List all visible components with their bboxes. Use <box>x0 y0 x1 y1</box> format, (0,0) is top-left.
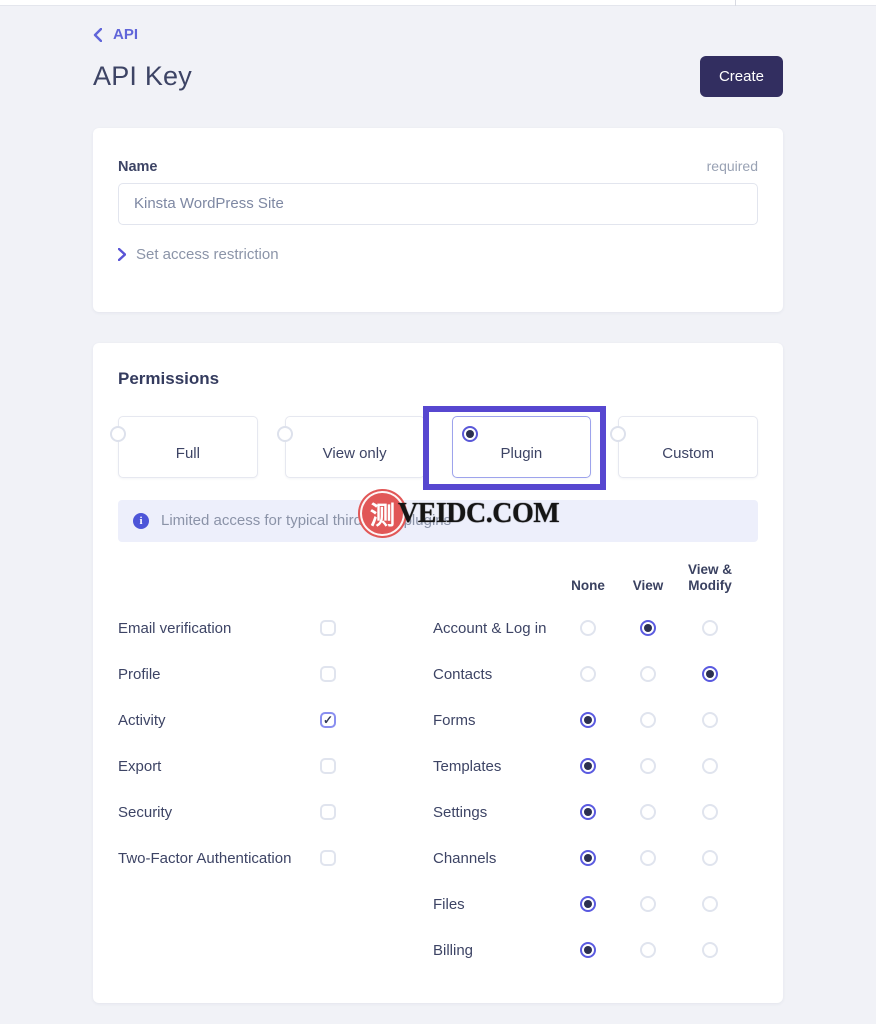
info-banner: i Limited access for typical third party… <box>118 499 758 542</box>
checkbox-icon[interactable] <box>320 666 336 683</box>
back-link-api[interactable]: API <box>93 26 138 43</box>
page-title: API Key <box>93 60 192 91</box>
permission-option-label: Custom <box>662 444 714 462</box>
radio-icon[interactable] <box>580 758 596 775</box>
chevron-left-icon <box>93 27 102 42</box>
checkbox-row-label: Export <box>118 757 162 775</box>
required-badge: required <box>706 157 758 174</box>
chevron-right-icon <box>118 247 126 261</box>
radio-icon[interactable] <box>702 758 718 775</box>
radio-row-label: Forms <box>433 711 476 729</box>
permission-option-label: View only <box>322 444 387 462</box>
set-access-restriction-toggle[interactable]: Set access restriction <box>118 246 758 263</box>
radio-icon[interactable] <box>580 850 596 867</box>
table-row: Security Settings <box>118 789 758 835</box>
radio-icon[interactable] <box>702 620 718 637</box>
permission-option-view-only[interactable]: View only <box>276 415 425 478</box>
radio-icon[interactable] <box>702 666 718 683</box>
permission-options: Full View only Plugin Custom <box>110 405 758 490</box>
table-row: Email verification Account & Log in <box>118 605 758 651</box>
name-card: Name required Set access restriction <box>93 127 783 312</box>
radio-icon[interactable] <box>702 712 718 729</box>
radio-icon[interactable] <box>640 942 656 959</box>
name-input[interactable] <box>118 182 758 225</box>
radio-icon[interactable] <box>580 896 596 913</box>
radio-row-label: Channels <box>433 849 497 867</box>
checkbox-icon[interactable] <box>320 804 336 821</box>
set-access-restriction-label: Set access restriction <box>136 245 279 263</box>
radio-icon[interactable] <box>702 850 718 867</box>
radio-row-label: Contacts <box>433 665 493 683</box>
radio-icon[interactable] <box>702 896 718 913</box>
top-bar-divider <box>735 0 736 6</box>
radio-icon[interactable] <box>702 942 718 959</box>
radio-icon[interactable] <box>640 804 656 821</box>
radio-icon[interactable] <box>276 425 293 442</box>
table-row: Billing <box>118 927 758 973</box>
table-row: Two-Factor Authentication Channels <box>118 835 758 881</box>
radio-icon[interactable] <box>580 712 596 729</box>
radio-row-label: Billing <box>433 941 474 959</box>
radio-icon[interactable] <box>640 758 656 775</box>
column-header-none: None <box>571 578 605 594</box>
name-field-label: Name <box>118 158 158 175</box>
permission-option-custom[interactable]: Custom <box>610 415 758 478</box>
checkbox-row-label: Email verification <box>118 619 232 637</box>
radio-icon[interactable] <box>610 425 627 442</box>
table-header-row: None View View & Modify <box>118 556 758 606</box>
radio-icon[interactable] <box>110 425 126 442</box>
radio-icon[interactable] <box>640 666 656 683</box>
radio-icon[interactable] <box>580 620 596 637</box>
checkbox-icon[interactable]: ✓ <box>320 712 336 729</box>
radio-row-label: Account & Log in <box>433 619 547 637</box>
column-header-view-modify: View & Modify <box>687 561 733 594</box>
radio-row-label: Templates <box>433 757 502 775</box>
radio-icon[interactable] <box>640 620 656 637</box>
column-header-view: View <box>632 578 664 594</box>
radio-icon[interactable] <box>640 712 656 729</box>
table-row: Profile Contacts <box>118 651 758 697</box>
checkbox-row-label: Profile <box>118 665 161 683</box>
checkbox-icon[interactable] <box>320 850 336 867</box>
radio-icon[interactable] <box>580 804 596 821</box>
checkbox-row-label: Two-Factor Authentication <box>118 849 292 867</box>
radio-row-label: Files <box>433 895 465 913</box>
table-row: Export Templates <box>118 743 758 789</box>
info-banner-text: Limited access for typical third party p… <box>161 512 452 529</box>
checkbox-row-label: Activity <box>118 711 166 729</box>
back-link-label: API <box>113 26 139 43</box>
permissions-title: Permissions <box>118 368 220 388</box>
checkbox-row-label: Security <box>118 803 173 821</box>
create-button[interactable]: Create <box>699 55 783 97</box>
table-row: Files <box>118 881 758 927</box>
permission-option-plugin[interactable]: Plugin <box>422 405 607 490</box>
radio-icon[interactable] <box>640 896 656 913</box>
radio-icon[interactable] <box>702 804 718 821</box>
info-icon: i <box>133 512 149 529</box>
permissions-card: Permissions Full View only Plugin Custom… <box>93 342 783 1004</box>
permission-option-label: Full <box>175 444 200 462</box>
permission-option-label: Plugin <box>500 444 543 462</box>
api-key-page: API API Key Create Name required Set acc… <box>93 26 783 1004</box>
permissions-table: None View View & Modify Email verification… <box>118 556 758 974</box>
table-row: Activity ✓ Forms <box>118 697 758 743</box>
top-bar <box>0 0 876 6</box>
radio-icon[interactable] <box>640 850 656 867</box>
radio-icon[interactable] <box>580 942 596 959</box>
radio-icon[interactable] <box>580 666 596 683</box>
permission-option-full[interactable]: Full <box>110 415 258 478</box>
checkbox-icon[interactable] <box>320 758 336 775</box>
checkbox-icon[interactable] <box>320 620 336 637</box>
radio-row-label: Settings <box>433 803 488 821</box>
radio-icon[interactable] <box>461 425 478 442</box>
